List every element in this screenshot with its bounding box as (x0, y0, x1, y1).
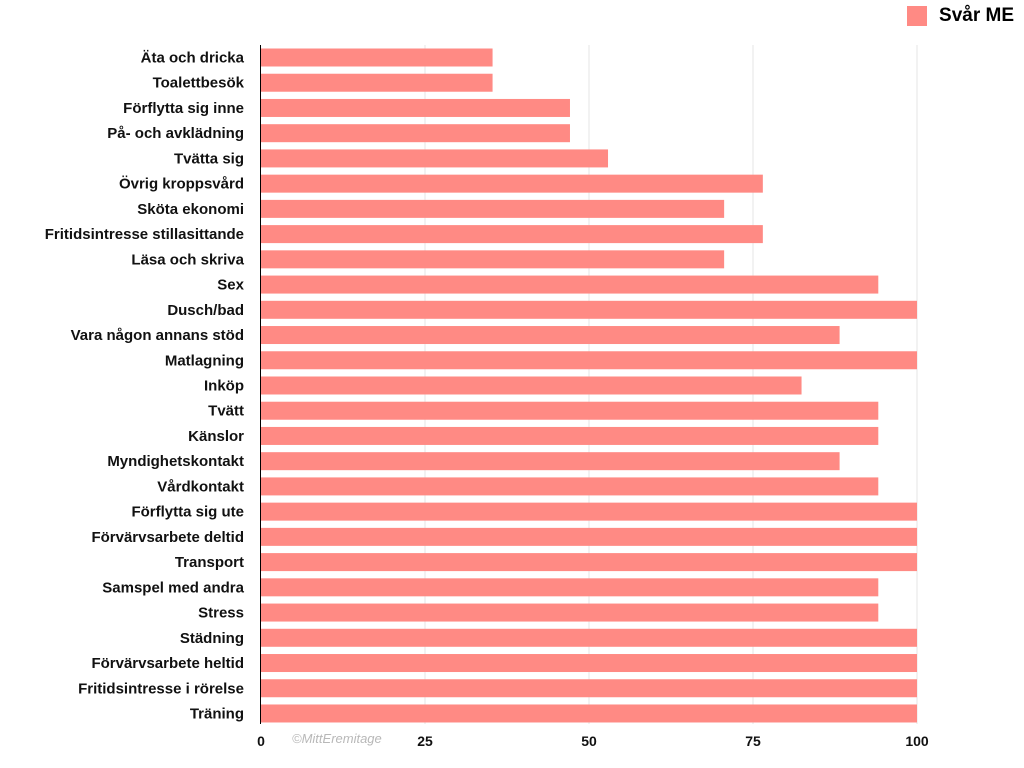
bar (261, 452, 840, 471)
category-label: På- och avklädning (107, 125, 244, 142)
watermark: ©MittEremitage (292, 731, 382, 746)
legend-label: Svår ME (939, 5, 1014, 26)
category-label: Träning (190, 705, 244, 722)
legend: Svår ME (907, 5, 1014, 27)
category-label: Vårdkontakt (157, 478, 244, 495)
category-label: Samspel med andra (102, 579, 244, 596)
category-label: Sköta ekonomi (137, 201, 244, 218)
x-tick-label: 75 (745, 733, 761, 749)
category-label: Sex (217, 277, 244, 294)
category-label: Förvärvsarbete deltid (91, 529, 244, 546)
bar (261, 250, 725, 269)
x-tick-label: 0 (257, 733, 265, 749)
category-label: Transport (175, 554, 244, 571)
bar (261, 73, 493, 92)
bar (261, 326, 840, 345)
x-tick-label: 25 (417, 733, 433, 749)
bar (261, 376, 802, 395)
category-label: Vara någon annans stöd (71, 327, 244, 344)
bar (261, 124, 570, 143)
x-tick-label: 100 (905, 733, 929, 749)
category-label: Övrig kroppsvård (119, 176, 244, 193)
bar (261, 704, 917, 723)
bar (261, 502, 917, 521)
bars (261, 48, 917, 723)
bar (261, 628, 917, 647)
category-label: Tvätta sig (174, 150, 244, 167)
bar (261, 553, 917, 572)
bar (261, 679, 917, 698)
category-label: Tvätt (208, 403, 244, 420)
category-label: Myndighetskontakt (107, 453, 244, 470)
category-label: Inköp (204, 377, 244, 394)
bar (261, 654, 917, 673)
bar (261, 225, 763, 244)
x-axis-ticks: 0 25 50 75 100 (257, 733, 929, 749)
x-tick-label: 50 (581, 733, 597, 749)
category-label: Toalettbesök (153, 75, 245, 92)
legend-swatch (907, 6, 928, 26)
bar (261, 603, 879, 622)
bar (261, 275, 879, 294)
category-label: Läsa och skriva (131, 251, 244, 268)
category-labels: Äta och dricka Toalettbesök Förflytta sig … (45, 50, 245, 723)
bar (261, 477, 879, 496)
category-label: Fritidsintresse i rörelse (78, 680, 244, 697)
category-label: Förflytta sig ute (131, 504, 244, 521)
bar (261, 527, 917, 546)
bar (261, 426, 879, 445)
category-label: Äta och dricka (141, 50, 245, 67)
bar (261, 401, 879, 420)
bar (261, 98, 570, 117)
category-label: Förvärvsarbete heltid (91, 655, 244, 672)
bar (261, 149, 609, 168)
bar (261, 199, 725, 218)
category-label: Städning (180, 630, 244, 647)
bar (261, 174, 763, 193)
category-label: Fritidsintresse stillasittande (45, 226, 244, 243)
bar (261, 48, 493, 67)
category-label: Dusch/bad (167, 302, 244, 319)
category-label: Stress (198, 605, 244, 622)
category-label: Känslor (188, 428, 244, 445)
category-label: Förflytta sig inne (123, 100, 244, 117)
category-label: Matlagning (165, 352, 244, 369)
bar (261, 351, 917, 370)
bar (261, 300, 917, 319)
bar (261, 578, 879, 597)
